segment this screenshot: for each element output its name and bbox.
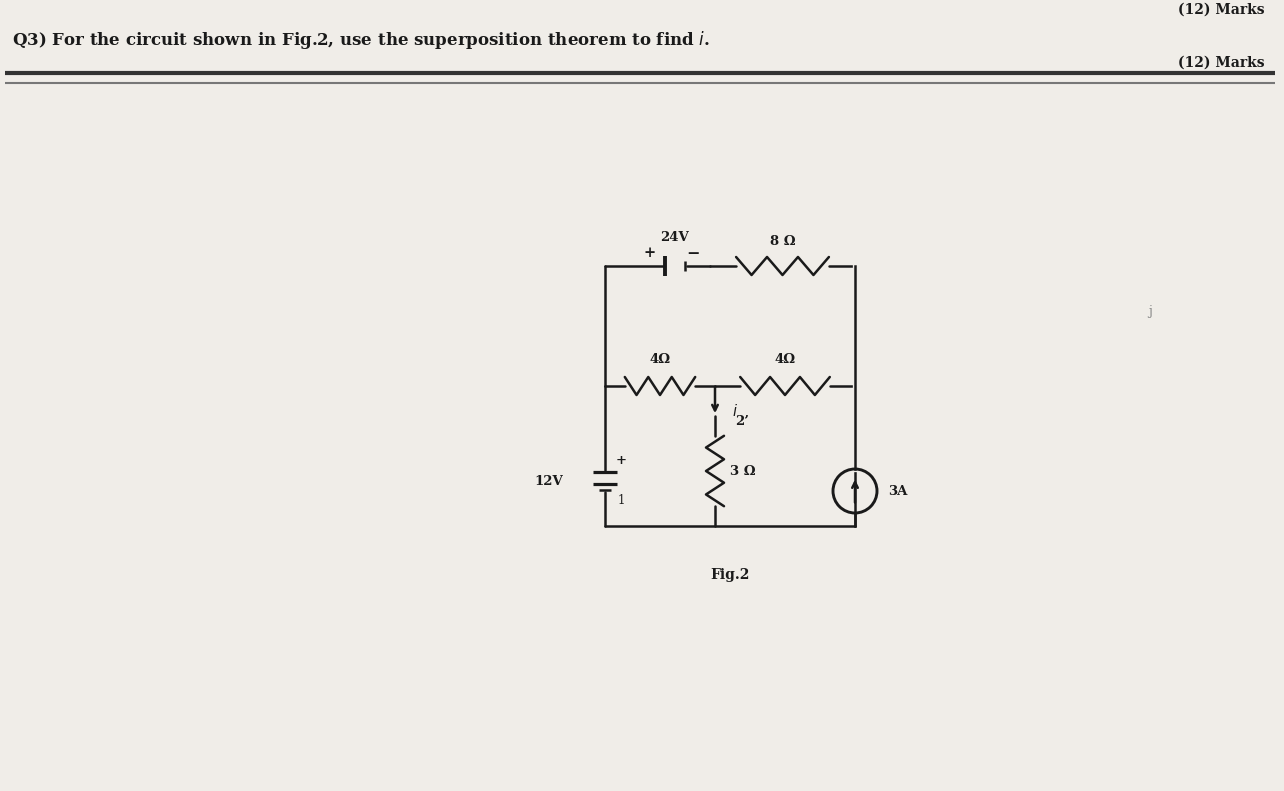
Text: 3 Ω: 3 Ω <box>731 464 755 478</box>
Text: j: j <box>1148 305 1152 317</box>
Text: 3A: 3A <box>889 485 908 498</box>
Text: Q3) For the circuit shown in Fig.2, use the superposition theorem to find $i$.: Q3) For the circuit shown in Fig.2, use … <box>12 29 710 51</box>
Text: 24V: 24V <box>661 231 690 244</box>
Text: 2’: 2’ <box>734 414 749 427</box>
Text: 8 Ω: 8 Ω <box>769 235 795 248</box>
Text: 1: 1 <box>618 494 625 506</box>
Text: 12V: 12V <box>534 475 562 487</box>
Text: 4Ω: 4Ω <box>774 353 796 366</box>
Text: +: + <box>645 246 656 260</box>
Text: +: + <box>615 453 627 467</box>
Text: 4Ω: 4Ω <box>650 353 670 366</box>
Text: −: − <box>687 244 700 262</box>
Text: $i$: $i$ <box>732 403 738 419</box>
Text: (12) Marks: (12) Marks <box>1179 56 1265 70</box>
Text: (12) Marks: (12) Marks <box>1179 3 1265 17</box>
Text: Fig.2: Fig.2 <box>710 568 750 582</box>
